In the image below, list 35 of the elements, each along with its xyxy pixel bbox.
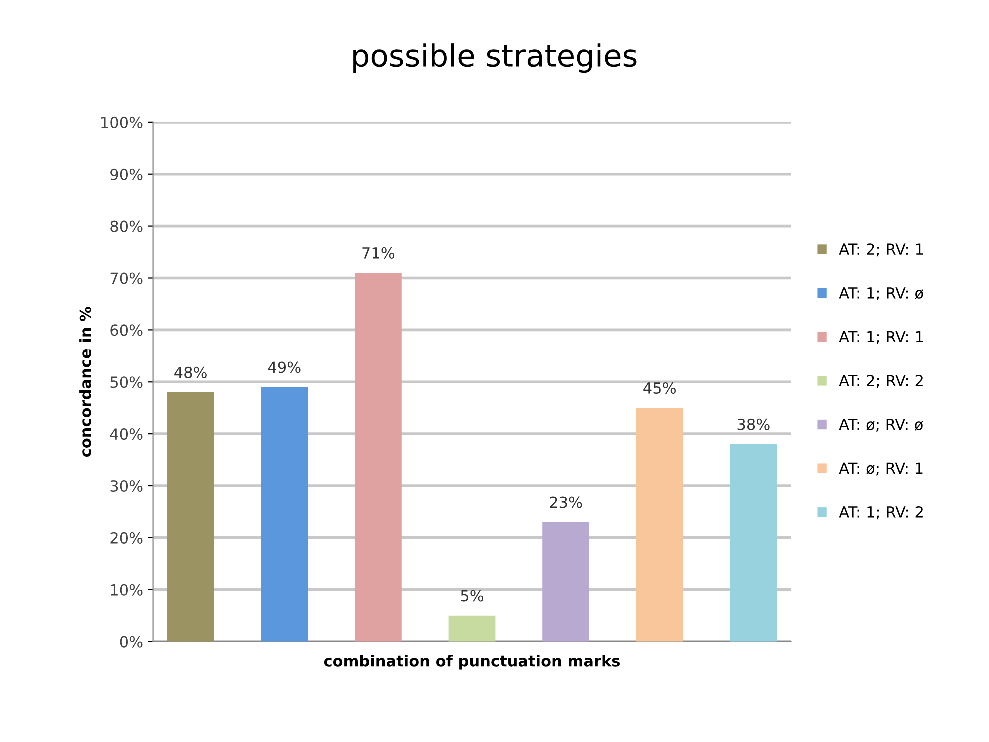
y-tick-label: 20% [110,532,143,544]
legend-label: AT: 1; RV: 2 [839,506,923,520]
y-tick-label: 100% [102,116,143,128]
y-tick-label: 30% [110,480,143,492]
data-label: 71% [362,247,395,259]
data-label: 48% [174,366,207,378]
y-tick-label: 90% [110,168,143,180]
y-tick-label: 0% [120,636,143,648]
bar [730,444,778,642]
bar [354,273,402,642]
legend-label: AT: 2; RV: 2 [839,375,923,388]
bar [542,522,590,642]
y-tick-label: 60% [110,324,143,336]
bar [636,408,684,642]
chart-title: possible strategies [354,44,637,74]
y-tick-label: 40% [110,428,143,440]
legend-label: AT: 2; RV: 1 [839,244,924,257]
y-tick-label: 80% [110,220,143,232]
y-axis-title: concordance in % [80,307,92,458]
legend-label: AT: 1; RV: 1 [839,331,924,344]
legend-label: AT: 1; RV: ø [839,288,924,300]
legend-label: AT: ø; RV: ø [839,419,924,432]
data-label: 23% [550,496,582,508]
legend-label: AT: ø; RV: 1 [839,462,923,476]
data-label: 49% [268,362,301,374]
bar [448,616,496,642]
data-label: 38% [738,418,770,430]
x-axis-title: combination of punctuation marks [324,655,620,670]
y-tick-label: 10% [111,584,143,596]
bar [167,392,214,642]
data-label: 5% [461,590,484,602]
data-label: 45% [644,382,676,394]
bar [261,387,308,642]
y-tick-label: 50% [110,376,143,388]
y-tick-label: 70% [110,272,143,284]
